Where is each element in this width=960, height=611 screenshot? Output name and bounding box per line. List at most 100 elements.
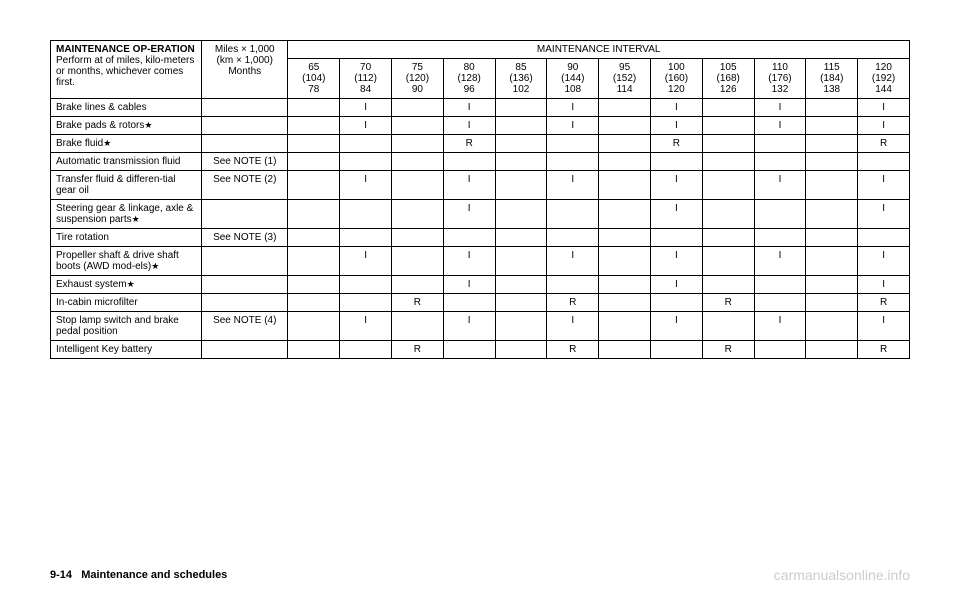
cell: I [340,247,392,276]
cell: I [547,171,599,200]
table-row: Brake pads & rotors★IIIIII [51,117,910,135]
cell [650,153,702,171]
cell [702,312,754,341]
cell [288,171,340,200]
cell [806,171,858,200]
cell [288,229,340,247]
cell [392,135,444,153]
interval-col-0: 65(104)78 [288,59,340,99]
cell [806,99,858,117]
interval-col-2: 75(120)90 [392,59,444,99]
cell [495,294,547,312]
table-row: Stop lamp switch and brake pedal positio… [51,312,910,341]
cell [443,153,495,171]
cell [392,276,444,294]
row-label: Brake fluid★ [51,135,202,153]
cell [495,153,547,171]
cell [495,117,547,135]
cell: I [547,247,599,276]
units-km: (km × 1,000) [217,55,273,66]
cell: I [754,312,806,341]
cell [858,229,910,247]
row-label: Exhaust system★ [51,276,202,294]
row-label: Transfer fluid & differen-tial gear oil [51,171,202,200]
cell: I [858,276,910,294]
cell: R [392,341,444,359]
cell [288,341,340,359]
table-row: Tire rotationSee NOTE (3) [51,229,910,247]
cell [806,117,858,135]
op-header: MAINTENANCE OP-ERATION Perform at of mil… [51,41,202,99]
cell [288,200,340,229]
op-title-rest: Perform at of miles, kilo-meters or mont… [56,55,194,88]
cell [288,135,340,153]
cell [392,312,444,341]
cell: I [443,171,495,200]
row-label: In-cabin microfilter [51,294,202,312]
row-label: Steering gear & linkage, axle & suspensi… [51,200,202,229]
section-title: Maintenance and schedules [81,569,227,581]
cell: I [650,276,702,294]
cell: R [547,294,599,312]
cell [702,153,754,171]
interval-col-11: 120(192)144 [858,59,910,99]
row-note: See NOTE (4) [202,312,288,341]
cell [547,276,599,294]
cell: I [443,276,495,294]
table-row: Automatic transmission fluidSee NOTE (1) [51,153,910,171]
row-note: See NOTE (3) [202,229,288,247]
cell: I [443,99,495,117]
cell [702,99,754,117]
interval-col-9: 110(176)132 [754,59,806,99]
cell [702,171,754,200]
cell [754,153,806,171]
cell [495,312,547,341]
cell [547,200,599,229]
cell: R [650,135,702,153]
cell [650,294,702,312]
cell [599,312,651,341]
cell [288,294,340,312]
row-note [202,276,288,294]
cell [547,153,599,171]
interval-col-10: 115(184)138 [806,59,858,99]
cell [288,153,340,171]
row-note [202,247,288,276]
cell [599,135,651,153]
cell [340,341,392,359]
cell [288,312,340,341]
cell [754,294,806,312]
cell [599,200,651,229]
cell [495,247,547,276]
cell [702,276,754,294]
cell [599,171,651,200]
cell: I [547,312,599,341]
cell: R [547,341,599,359]
cell [702,117,754,135]
cell [858,153,910,171]
cell [340,200,392,229]
cell: R [392,294,444,312]
cell [495,200,547,229]
cell [702,247,754,276]
cell [599,294,651,312]
cell: I [443,200,495,229]
row-note [202,294,288,312]
cell [754,276,806,294]
cell [599,247,651,276]
table-row: Brake lines & cablesIIIIII [51,99,910,117]
cell [443,341,495,359]
cell [340,135,392,153]
row-note [202,117,288,135]
cell: I [650,117,702,135]
cell [702,229,754,247]
table-row: Brake fluid★RRR [51,135,910,153]
cell [392,200,444,229]
cell: I [754,117,806,135]
row-label: Propeller shaft & drive shaft boots (AWD… [51,247,202,276]
cell [806,247,858,276]
cell [754,341,806,359]
row-note [202,200,288,229]
cell [495,171,547,200]
star-icon: ★ [132,214,140,224]
